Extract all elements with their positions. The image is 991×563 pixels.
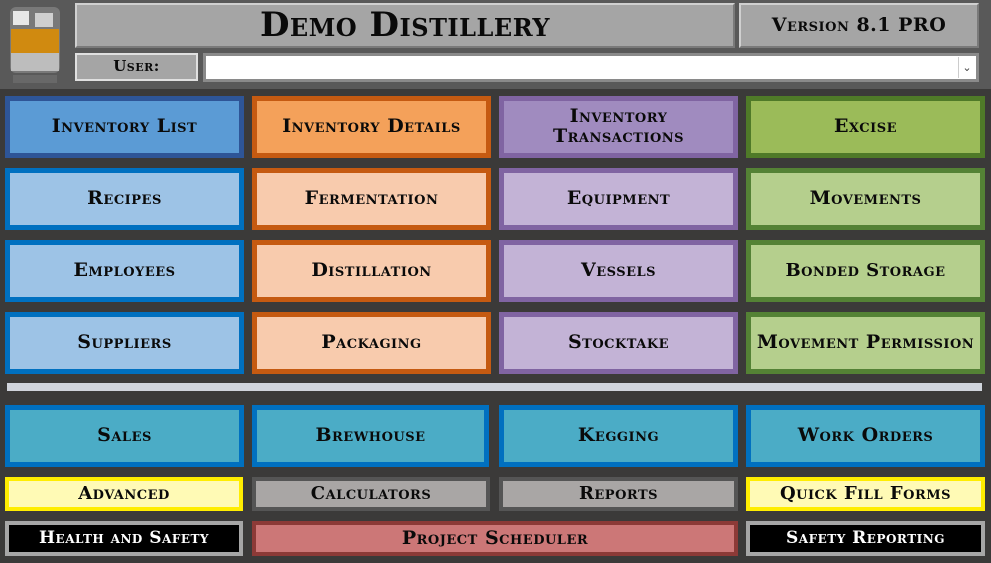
user-label: User: — [75, 53, 198, 81]
inventory-details-button[interactable]: Inventory Details — [252, 96, 491, 158]
reports-button[interactable]: Reports — [499, 477, 738, 511]
project-scheduler-button[interactable]: Project Scheduler — [252, 521, 738, 556]
vessels-button[interactable]: Vessels — [499, 240, 738, 302]
health-and-safety-button[interactable]: Health and Safety — [5, 521, 243, 556]
stocktake-button[interactable]: Stocktake — [499, 312, 738, 374]
suppliers-button[interactable]: Suppliers — [5, 312, 244, 374]
inventory-transactions-button[interactable]: Inventory Transactions — [499, 96, 738, 158]
movement-permission-button[interactable]: Movement Permission — [746, 312, 985, 374]
separator — [7, 383, 982, 391]
equipment-button[interactable]: Equipment — [499, 168, 738, 230]
work-orders-button[interactable]: Work Orders — [746, 405, 985, 467]
kegging-button[interactable]: Kegging — [499, 405, 738, 467]
version-label: Version 8.1 PRO — [739, 3, 979, 48]
employees-button[interactable]: Employees — [5, 240, 244, 302]
safety-reporting-button[interactable]: Safety Reporting — [746, 521, 985, 556]
calculators-button[interactable]: Calculators — [252, 477, 490, 511]
distillation-button[interactable]: Distillation — [252, 240, 491, 302]
whisky-glass-logo — [10, 7, 60, 83]
sales-button[interactable]: Sales — [5, 405, 244, 467]
advanced-button[interactable]: Advanced — [5, 477, 243, 511]
recipes-button[interactable]: Recipes — [5, 168, 244, 230]
chevron-down-icon[interactable]: ⌄ — [958, 57, 975, 78]
packaging-button[interactable]: Packaging — [252, 312, 491, 374]
app-title: Demo Distillery — [75, 3, 735, 48]
bonded-storage-button[interactable]: Bonded Storage — [746, 240, 985, 302]
brewhouse-button[interactable]: Brewhouse — [252, 405, 489, 467]
excise-button[interactable]: Excise — [746, 96, 985, 158]
movements-button[interactable]: Movements — [746, 168, 985, 230]
user-select[interactable]: ⌄ — [203, 53, 979, 82]
fermentation-button[interactable]: Fermentation — [252, 168, 491, 230]
inventory-list-button[interactable]: Inventory List — [5, 96, 244, 158]
quick-fill-forms-button[interactable]: Quick Fill Forms — [746, 477, 985, 511]
